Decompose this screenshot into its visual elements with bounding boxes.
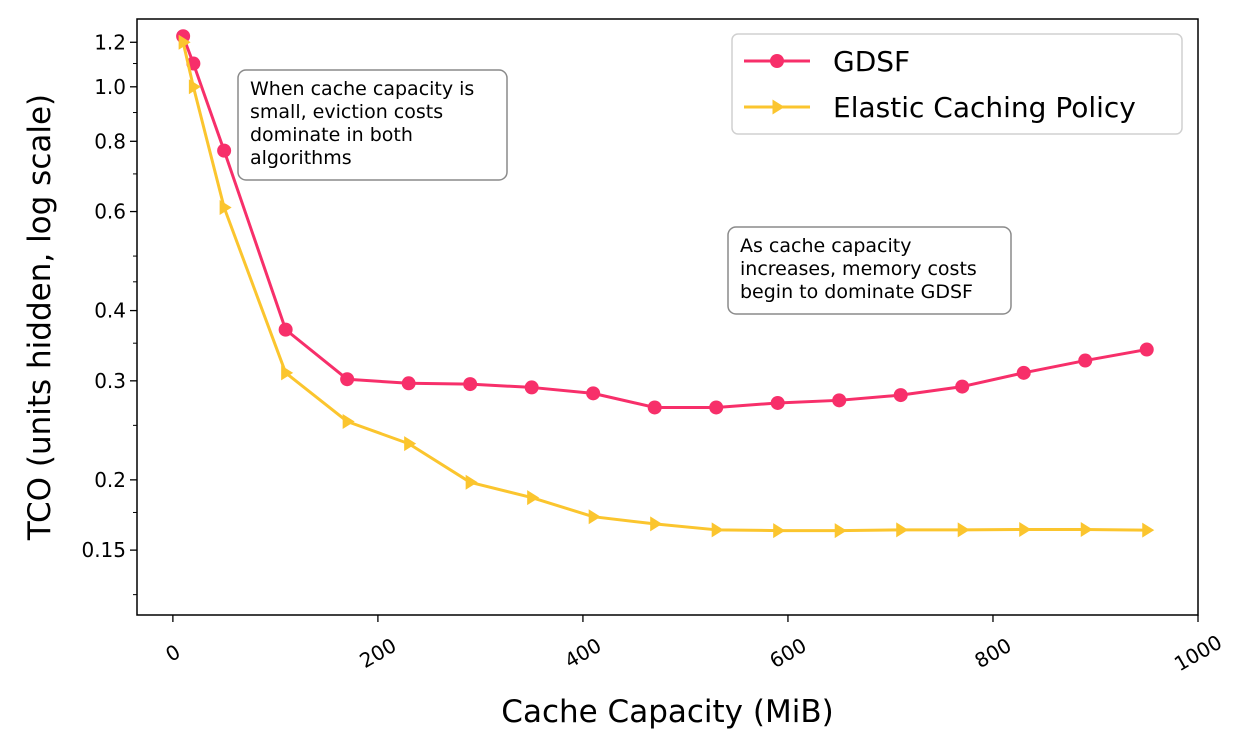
data-point: [178, 34, 191, 50]
data-point: [647, 400, 662, 415]
y-tick-label: 0.15: [81, 538, 126, 562]
data-point: [709, 400, 724, 415]
data-point: [588, 509, 601, 525]
data-point: [342, 413, 355, 429]
annotation-line: When cache capacity is: [250, 78, 474, 100]
x-axis-title: Cache Capacity (MiB): [501, 694, 833, 730]
y-tick-label: 1.2: [94, 30, 126, 54]
y-tick-label: 1.0: [94, 75, 126, 99]
data-point: [832, 393, 847, 408]
x-tick-label: 200: [355, 633, 400, 673]
legend-label: GDSF: [833, 45, 910, 78]
series-0: [176, 29, 1154, 415]
y-tick-label: 0.2: [94, 468, 126, 492]
series-1: [178, 34, 1155, 539]
y-tick-label: 0.3: [94, 369, 126, 393]
data-point: [340, 372, 355, 387]
data-point: [524, 380, 539, 395]
data-point: [401, 376, 416, 391]
x-tick-label: 1000: [1170, 630, 1226, 676]
series-line: [181, 41, 1147, 533]
y-tick-label: 0.4: [94, 299, 126, 323]
data-point: [834, 523, 847, 539]
annotation-line: begin to dominate GDSF: [740, 281, 973, 303]
annotation-box: [237, 69, 508, 181]
data-point: [893, 388, 908, 403]
data-point: [650, 516, 663, 532]
data-point: [773, 523, 786, 539]
x-tick-label: 0: [161, 639, 184, 666]
data-point: [281, 365, 294, 381]
data-point: [463, 377, 478, 392]
legend-marker: [772, 99, 785, 115]
legend: GDSF Elastic Caching Policy: [731, 33, 1183, 135]
annotation-line: increases, memory costs: [740, 258, 977, 280]
data-point: [1139, 342, 1154, 357]
data-point: [1080, 522, 1093, 538]
data-point: [188, 79, 201, 95]
axes: 0.15 0.2 0.3 0.4 0.6 0.8 1.0 1.2 0 200 400 600 800 10…: [22, 18, 1226, 730]
data-point: [219, 200, 232, 216]
data-point: [1078, 353, 1093, 368]
data-point: [957, 522, 970, 538]
data-point: [1016, 365, 1031, 380]
legend-box: [731, 33, 1183, 135]
legend-entry-1: Elastic Caching Policy: [744, 91, 1136, 124]
legend-entry-0: GDSF: [744, 45, 910, 78]
y-tick-label: 0.6: [94, 200, 126, 224]
annotation-line: algorithms: [250, 147, 352, 169]
data-point: [1019, 522, 1032, 538]
data-point: [896, 522, 909, 538]
x-tick-label: 600: [765, 633, 810, 673]
plot-frame: [136, 18, 1199, 616]
data-point: [1142, 522, 1155, 538]
annotation-box: [727, 226, 1012, 315]
legend-marker: [770, 54, 784, 68]
data-point: [770, 395, 785, 410]
annotation-line: dominate in both: [250, 124, 413, 146]
plot-area: [176, 29, 1155, 539]
annotation-line: As cache capacity: [740, 235, 911, 257]
y-tick-label: 0.8: [94, 129, 126, 153]
data-point: [955, 379, 970, 394]
data-point: [465, 474, 478, 490]
series-line: [181, 35, 1148, 409]
data-point: [217, 143, 232, 158]
x-tick-label: 400: [560, 633, 605, 673]
data-point: [586, 386, 601, 401]
data-point: [404, 436, 417, 452]
data-point: [527, 490, 540, 506]
y-axis-title: TCO (units hidden, log scale): [22, 94, 58, 541]
x-tick-label: 800: [970, 633, 1015, 673]
data-point: [278, 322, 293, 337]
legend-label: Elastic Caching Policy: [833, 91, 1136, 124]
data-point: [711, 522, 724, 538]
annotation-line: small, eviction costs: [250, 101, 443, 123]
